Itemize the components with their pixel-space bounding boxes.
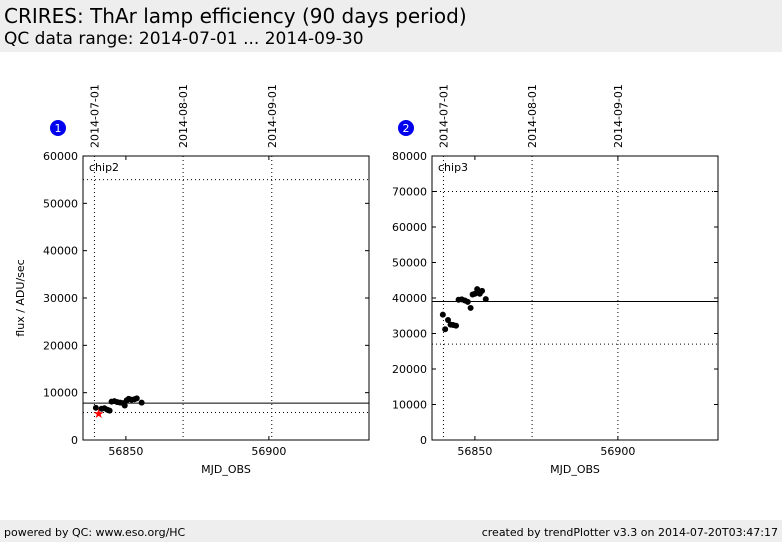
footer-credit: powered by QC: www.eso.org/HC: [4, 526, 186, 539]
y-tick-label: 70000: [392, 186, 427, 199]
y-tick-label: 50000: [43, 197, 78, 210]
y-tick-label: 40000: [43, 245, 78, 258]
panel-label: chip3: [438, 161, 468, 174]
outlier-point: ★: [93, 407, 105, 422]
y-tick-label: 10000: [43, 387, 78, 400]
y-tick-label: 60000: [43, 150, 78, 163]
y-tick-label: 80000: [392, 150, 427, 163]
data-point: [464, 298, 471, 305]
data-point: [471, 290, 478, 297]
chart-panel-chip3: 2 2014-07-01 2014-08-01 2014-09-01 0 10000 200…: [392, 84, 719, 476]
panel-label: chip2: [89, 161, 119, 174]
date-tick-label: 2014-07-01: [437, 84, 450, 148]
date-tick-label: 2014-07-01: [88, 84, 101, 148]
y-tick-label: 60000: [392, 221, 427, 234]
data-point: [479, 287, 486, 294]
x-tick-label: 56900: [600, 445, 635, 458]
data-point: [482, 296, 489, 303]
x-tick-label: 56850: [108, 445, 143, 458]
data-point: [106, 407, 113, 414]
panel-badge-number: 1: [55, 122, 62, 135]
y-tick-label: 20000: [43, 339, 78, 352]
y-tick-label: 10000: [392, 399, 427, 412]
data-point: [92, 404, 99, 411]
page-title: CRIRES: ThAr lamp efficiency (90 days pe…: [4, 4, 467, 28]
x-axis-label: MJD_OBS: [550, 463, 600, 476]
y-tick-label: 0: [420, 434, 427, 447]
y-tick-label: 0: [71, 434, 78, 447]
page-subtitle: QC data range: 2014-07-01 ... 2014-09-30: [4, 29, 364, 49]
data-point: [439, 311, 446, 318]
panel-badge-circle: [398, 120, 414, 136]
x-tick-label: 56850: [457, 445, 492, 458]
y-tick-label: 40000: [392, 292, 427, 305]
plot-frame: [431, 155, 719, 441]
data-point: [133, 395, 140, 402]
page-footer: powered by QC: www.eso.org/HC created by…: [0, 520, 782, 542]
data-point: [453, 322, 460, 329]
data-point: [121, 402, 128, 409]
data-point: [445, 317, 452, 324]
chart-panel-chip2: 1 2014-07-01 2014-08-01 2014-09-01 0 10000 200…: [14, 84, 370, 476]
plots-area: 1 2014-07-01 2014-08-01 2014-09-01 0 10000 200…: [14, 84, 719, 476]
x-tick-label: 56900: [251, 445, 286, 458]
panel-badge-number: 2: [403, 122, 410, 135]
date-tick-label: 2014-09-01: [612, 84, 625, 148]
data-point: [138, 399, 145, 406]
y-axis-label: flux / ADU/sec: [14, 259, 27, 336]
date-tick-label: 2014-08-01: [177, 84, 190, 148]
panel-badge-circle: [50, 120, 66, 136]
page-header: CRIRES: ThAr lamp efficiency (90 days pe…: [0, 0, 782, 52]
y-tick-label: 30000: [43, 292, 78, 305]
y-tick-label: 20000: [392, 363, 427, 376]
date-tick-label: 2014-09-01: [266, 84, 279, 148]
x-axis-label: MJD_OBS: [201, 463, 251, 476]
data-point: [474, 286, 481, 293]
date-tick-label: 2014-08-01: [526, 84, 539, 148]
y-tick-label: 50000: [392, 257, 427, 270]
data-point: [467, 304, 474, 311]
y-tick-label: 30000: [392, 328, 427, 341]
footer-generator: created by trendPlotter v3.3 on 2014-07-…: [481, 526, 778, 539]
data-point: [442, 326, 449, 333]
